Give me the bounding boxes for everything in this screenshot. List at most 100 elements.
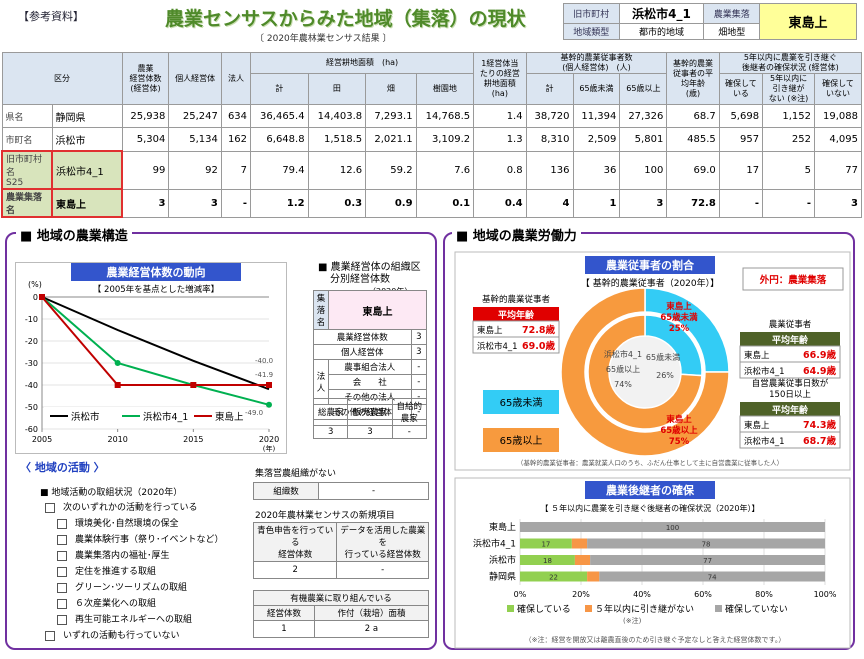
- table-cell: 5,698: [718, 104, 764, 128]
- age-title: 基幹的農業従事者: [482, 294, 551, 305]
- table-cell: 組織数: [253, 482, 319, 500]
- table-cell: 8,310: [525, 127, 574, 152]
- y-tick-label: -50: [25, 403, 38, 412]
- panel-heading: ■ 地域の農業構造: [16, 225, 132, 244]
- chart-title: 農業従事者の割合: [606, 258, 695, 272]
- info-key: 農業集落: [703, 3, 760, 24]
- table-cell: 77: [814, 150, 862, 190]
- y-tick-label: -40: [25, 381, 38, 390]
- bar-segment: [599, 571, 825, 582]
- age-head-label: 平均年齢: [772, 334, 809, 346]
- y-tick-label: -60: [25, 425, 38, 434]
- legend-note: (※注): [623, 616, 642, 625]
- new-items-table: 青色申告を行っている 経営体数 データを活用した農業を 行っている経営体数 2-: [252, 522, 429, 579]
- organic-table: 有機農業に取り組んでいる 経営体数 作付（栽培）面積 1 2 a: [253, 590, 430, 638]
- y-tick-label: -10: [25, 315, 38, 324]
- age-value: 74.3歳: [803, 419, 836, 431]
- table-cell: 0.4: [473, 188, 527, 218]
- table-cell: 5,801: [619, 127, 668, 152]
- checkbox: [45, 630, 55, 641]
- header-cell: 5年以内に農業を引き継ぐ 後継者の確保状況 (経営体): [718, 52, 863, 74]
- org-none: 集落営農組織がない: [255, 469, 337, 479]
- table-cell: -: [410, 359, 428, 375]
- table-row: 組織数 -: [253, 482, 429, 500]
- table-row: 計田畑樹園地計 65歳未満 65歳以上 確保して いる 5年以内に 引き継が ない (※…: [2, 73, 862, 105]
- org-title-line: ■ 農業経営体の組織区: [318, 262, 421, 273]
- legend-swatch: [715, 605, 722, 612]
- table-cell: 7: [220, 150, 252, 190]
- legend-box: [44, 407, 266, 424]
- table-cell: 0.9: [365, 188, 417, 218]
- category-label: 東島上: [489, 521, 516, 533]
- x-tick-label: 2020: [259, 435, 279, 444]
- table-cell: -: [391, 425, 428, 439]
- line-box: 農業経営体数の動向【 2005年を基点とした増減率】 (%) -60 -50 -40 -3…: [15, 262, 287, 454]
- slice-label: 74%: [614, 380, 632, 389]
- row-label: 市町名: [1, 127, 53, 152]
- org-title-line: 分別経営体数: [330, 274, 390, 285]
- donut-slice: [560, 287, 730, 457]
- data-label: 74: [708, 574, 717, 582]
- row-label: 静岡県: [51, 104, 123, 128]
- table-cell: 東島上: [328, 290, 427, 330]
- table-row: 個人経営体 3: [313, 344, 428, 360]
- bar-segment: [574, 555, 591, 565]
- org-count-table: 組織数 -: [253, 482, 429, 500]
- table-cell: 7.6: [415, 150, 475, 190]
- table-cell: 2 a: [313, 620, 430, 638]
- marker: [190, 382, 197, 388]
- age-name: 浜松市4_1: [477, 341, 518, 352]
- table-row: 会 社-: [314, 374, 428, 390]
- header-cell: 田: [307, 73, 367, 105]
- table-cell: 7,293.1: [365, 104, 417, 128]
- panel-heading: ■ 地域の農業労働力: [452, 225, 581, 244]
- table-cell: -: [220, 188, 252, 218]
- header-cell: 計: [250, 73, 309, 105]
- activity-item: 定住を推進する取組: [45, 564, 224, 580]
- header-cell: 確保して いない: [814, 73, 862, 105]
- table-cell: 99: [121, 150, 170, 190]
- activity-item: 農業集落内の福祉･厚生: [45, 548, 224, 564]
- age-value: 68.7歳: [803, 435, 836, 447]
- table-cell: 3: [168, 188, 222, 218]
- chart-subtitle: 【 基幹的農業従事者（2020年）】: [581, 277, 719, 289]
- age-name: 東島上: [744, 350, 770, 361]
- table-cell: 27,326: [619, 104, 668, 128]
- slice-label: 65歳以上: [606, 364, 640, 374]
- table-cell: 957: [718, 127, 764, 152]
- table-cell: 販売農家: [347, 398, 393, 426]
- bar-segment: [520, 571, 588, 582]
- age-row: [739, 431, 841, 449]
- table-cell: 162: [220, 127, 252, 152]
- activities-list: 次のいずれかの活動を行っている 環境美化･自然環境の保全 農業体験行事（祭り･イベン…: [45, 500, 224, 644]
- bar-segment: [571, 538, 588, 549]
- table-row: 2-: [252, 561, 429, 579]
- legend-swatch: [585, 605, 592, 612]
- table-row: 旧市町村名 S25 浜松市4_1 99 92 7 79.4 12.6 59.2 7.6 0.8 13…: [1, 150, 862, 190]
- farm-table: 総農家 販売農家 自給的 農家 3 3-: [312, 398, 428, 439]
- table-cell: -: [718, 188, 764, 218]
- x-tick-label: 80%: [755, 590, 773, 599]
- marker: [266, 382, 272, 388]
- table-cell: 1.4: [473, 104, 527, 128]
- age-name: 浜松市4_1: [744, 366, 785, 377]
- activity-label: 農業体験行事（祭り･イベントなど）: [75, 535, 224, 545]
- data-label: -41.9: [255, 371, 273, 379]
- legend-label: 確保している: [517, 603, 571, 615]
- data-label: 18: [543, 557, 552, 565]
- data-label: 77: [703, 557, 712, 565]
- row-label: 農業集落名: [1, 188, 53, 218]
- footnote: （基幹的農業従事者：農業就業人口のうち、ふだん仕事として主に自営農業に従事した人…: [517, 458, 783, 467]
- table-row: 集落名 東島上: [313, 290, 427, 330]
- table-cell: 3: [347, 425, 393, 439]
- note-box: [742, 267, 844, 291]
- table-cell: 11,394: [572, 104, 621, 128]
- footnote: （※注：経営を開放又は離農直後のため引き継ぐ予定なしと答えた経営体数です。）: [525, 635, 786, 644]
- table-cell: 3: [814, 188, 862, 218]
- table-cell: 136: [525, 150, 574, 190]
- table-cell: -: [336, 561, 429, 579]
- table-cell: 5,304: [121, 127, 170, 152]
- data-label: -49.0: [245, 409, 263, 417]
- age-value: 64.9歳: [803, 365, 836, 377]
